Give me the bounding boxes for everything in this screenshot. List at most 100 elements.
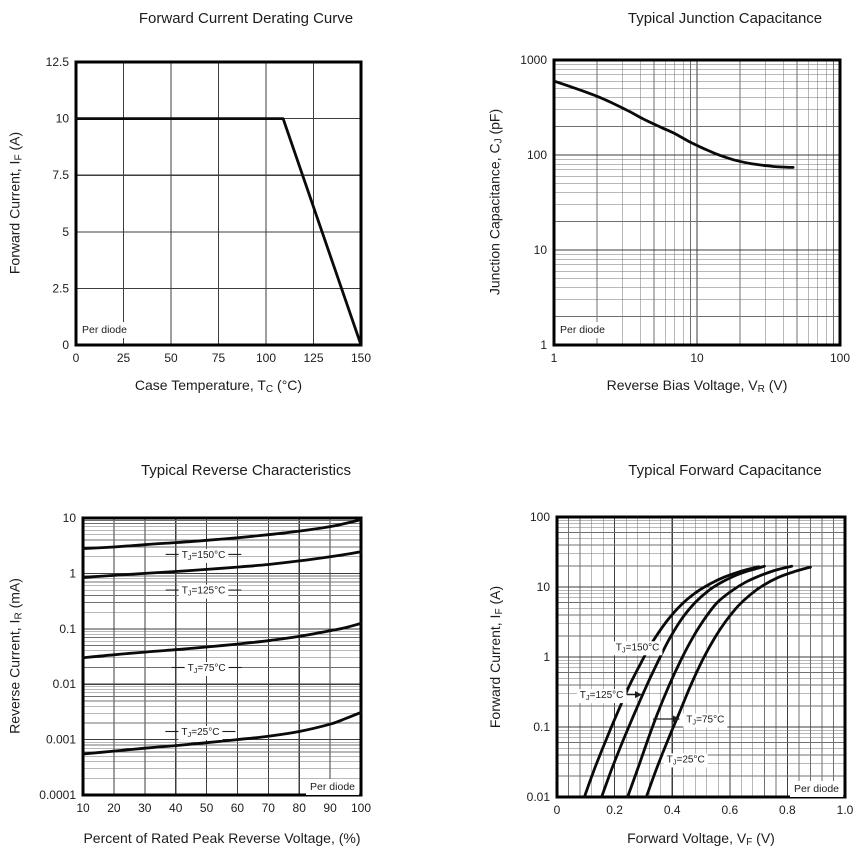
plot-border	[555, 515, 847, 799]
x-axis-label: Percent of Rated Peak Reverse Voltage, (…	[83, 830, 361, 848]
annotation-arrow-head	[635, 691, 642, 699]
chart-title: Typical Junction Capacitance	[627, 10, 823, 27]
y-tick-label: 0.01	[527, 790, 551, 804]
y-tick-label: 100	[530, 510, 550, 524]
x-tick-label: 0.4	[664, 803, 681, 817]
series-label-tj-150: TJ=150°C	[182, 550, 226, 562]
x-tick-label: 1.0	[837, 803, 854, 817]
series-label-bg	[612, 641, 663, 656]
y-axis-label: Junction Capacitance, CJ (pF)	[487, 60, 505, 345]
x-tick-label: 100	[256, 351, 276, 365]
y-tick-label: 10	[63, 511, 77, 525]
curve-tj-75	[626, 564, 794, 799]
x-tick-label: 125	[303, 351, 323, 365]
y-axis-label-unit: (pF)	[486, 108, 503, 139]
x-tick-label: 75	[212, 351, 226, 365]
tick-labels: 0 0.2 0.4 0.6 0.8 1.0 0.01 0.1 1 10 100	[527, 510, 854, 817]
chart-title: Typical Reverse Characteristics	[140, 462, 352, 479]
x-tick-label: 80	[293, 801, 307, 815]
x-tick-label: 0	[554, 803, 561, 817]
plot-border	[552, 58, 842, 347]
y-tick-label: 0.1	[59, 622, 76, 636]
x-tick-label: 25	[117, 351, 131, 365]
x-tick-label: 150	[351, 351, 371, 365]
y-tick-label: 0	[62, 338, 69, 352]
x-axis-label-text: Reverse Bias Voltage, V	[606, 377, 758, 393]
per-diode-note: Per diode	[560, 324, 605, 336]
x-tick-label: 0.6	[721, 803, 738, 817]
series-label-tj-25: TJ=25°C	[181, 727, 219, 739]
x-axis-label-unit: (°C)	[273, 377, 303, 393]
y-tick-label: 2.5	[52, 281, 69, 295]
curve-derating	[74, 117, 363, 347]
grid	[554, 60, 840, 345]
y-axis-label-text: Forward Current, I	[487, 614, 503, 729]
series-label-bg	[683, 713, 728, 728]
tick-labels: 10 20 30 40 50 60 70 80 90 100 0.0001 0.001 0.01 0.1 1…	[39, 511, 371, 815]
curve-tj-25	[644, 565, 812, 799]
y-axis-label-text: Junction Capacitance, C	[486, 143, 503, 296]
x-tick-label: 0.2	[606, 803, 623, 817]
plot-border	[74, 60, 363, 347]
x-axis-label-subscript: R	[757, 384, 765, 395]
series-label-bg	[178, 548, 229, 563]
y-tick-label: 1000	[520, 53, 547, 67]
curves	[81, 518, 363, 756]
y-tick-label: 7.5	[52, 168, 69, 182]
chart-forward-current-derating: 0 25 50 75 100 125 150 0 2.5 5 7.5 10 12.5 Per diode …	[0, 0, 430, 430]
curve-tj-150	[81, 518, 363, 550]
x-tick-label: 70	[262, 801, 276, 815]
y-tick-label: 5	[62, 225, 69, 239]
y-tick-label: 12.5	[46, 55, 70, 69]
y-tick-label: 0.1	[533, 720, 550, 734]
grid	[76, 62, 361, 345]
x-tick-label: 100	[830, 351, 850, 365]
y-axis-label-subscript: R	[13, 612, 25, 620]
x-axis-label-subscript: C	[265, 384, 274, 395]
y-axis-label: Reverse Current, IR (mA)	[7, 518, 25, 795]
per-diode-note-bg	[790, 781, 844, 797]
x-tick-label: 60	[231, 801, 245, 815]
y-axis-label-subscript: J	[493, 138, 505, 144]
tick-labels: 1 10 100 1 10 100 1000	[520, 53, 850, 365]
series-label-bg	[178, 726, 223, 740]
y-tick-label: 10	[537, 580, 551, 594]
series-label-tj-75: TJ=75°C	[686, 715, 724, 727]
x-tick-label: 10	[76, 801, 90, 815]
x-tick-label: 50	[200, 801, 214, 815]
x-tick-label: 40	[169, 801, 183, 815]
per-diode-note: Per diode	[82, 324, 127, 336]
curve-tj-75	[81, 622, 363, 660]
x-axis-label: Forward Voltage, VF (V)	[557, 830, 845, 848]
y-axis-label: Forward Current, IF (A)	[487, 513, 505, 801]
annotation-arrow-head	[673, 715, 680, 723]
chart-junction-capacitance: 1 10 100 1 10 100 1000 Per diode Typical Juncti…	[430, 0, 860, 430]
reverse-characteristics-plot-canvas: 10 20 30 40 50 60 70 80 90 100 0.0001 0.001 0.01 0.1 1…	[39, 511, 371, 815]
series-label-bg	[663, 753, 708, 768]
x-tick-label: 0.8	[779, 803, 796, 817]
chart-title: Typical Forward Capacitance	[628, 462, 822, 479]
tick-labels: 0 25 50 75 100 125 150 0 2.5 5 7.5 10 12.5	[46, 55, 372, 365]
series-label-tj-25: TJ=25°C	[667, 754, 705, 766]
per-diode-note-bg	[556, 322, 610, 338]
y-tick-label: 1	[540, 338, 547, 352]
per-diode-note: Per diode	[794, 783, 839, 795]
series-label-bg	[178, 584, 229, 599]
series-label-bg	[184, 662, 229, 676]
chart-forward-capacitance: 0 0.2 0.4 0.6 0.8 1.0 0.01 0.1 1 10 100 TJ=150°C TJ=…	[430, 430, 860, 863]
y-tick-label: 0.01	[53, 677, 77, 691]
y-axis-label-unit: (mA)	[6, 578, 23, 613]
y-axis-label-subscript: F	[13, 154, 25, 161]
series-label-bg	[576, 689, 627, 704]
y-axis-label-text: Reverse Current, I	[6, 619, 23, 734]
per-diode-note-bg	[306, 779, 360, 795]
curves	[74, 117, 363, 347]
forward-capacitance-plot-canvas: 0 0.2 0.4 0.6 0.8 1.0 0.01 0.1 1 10 100 TJ=150°C TJ=…	[527, 510, 854, 817]
x-axis-label: Case Temperature, TC (°C)	[76, 377, 361, 395]
curve-tj-125	[600, 564, 766, 799]
x-axis-label-unit: (V)	[752, 830, 775, 846]
series-label-tj-150: TJ=150°C	[616, 642, 660, 654]
y-tick-label: 100	[527, 148, 547, 162]
x-tick-label: 30	[138, 801, 152, 815]
